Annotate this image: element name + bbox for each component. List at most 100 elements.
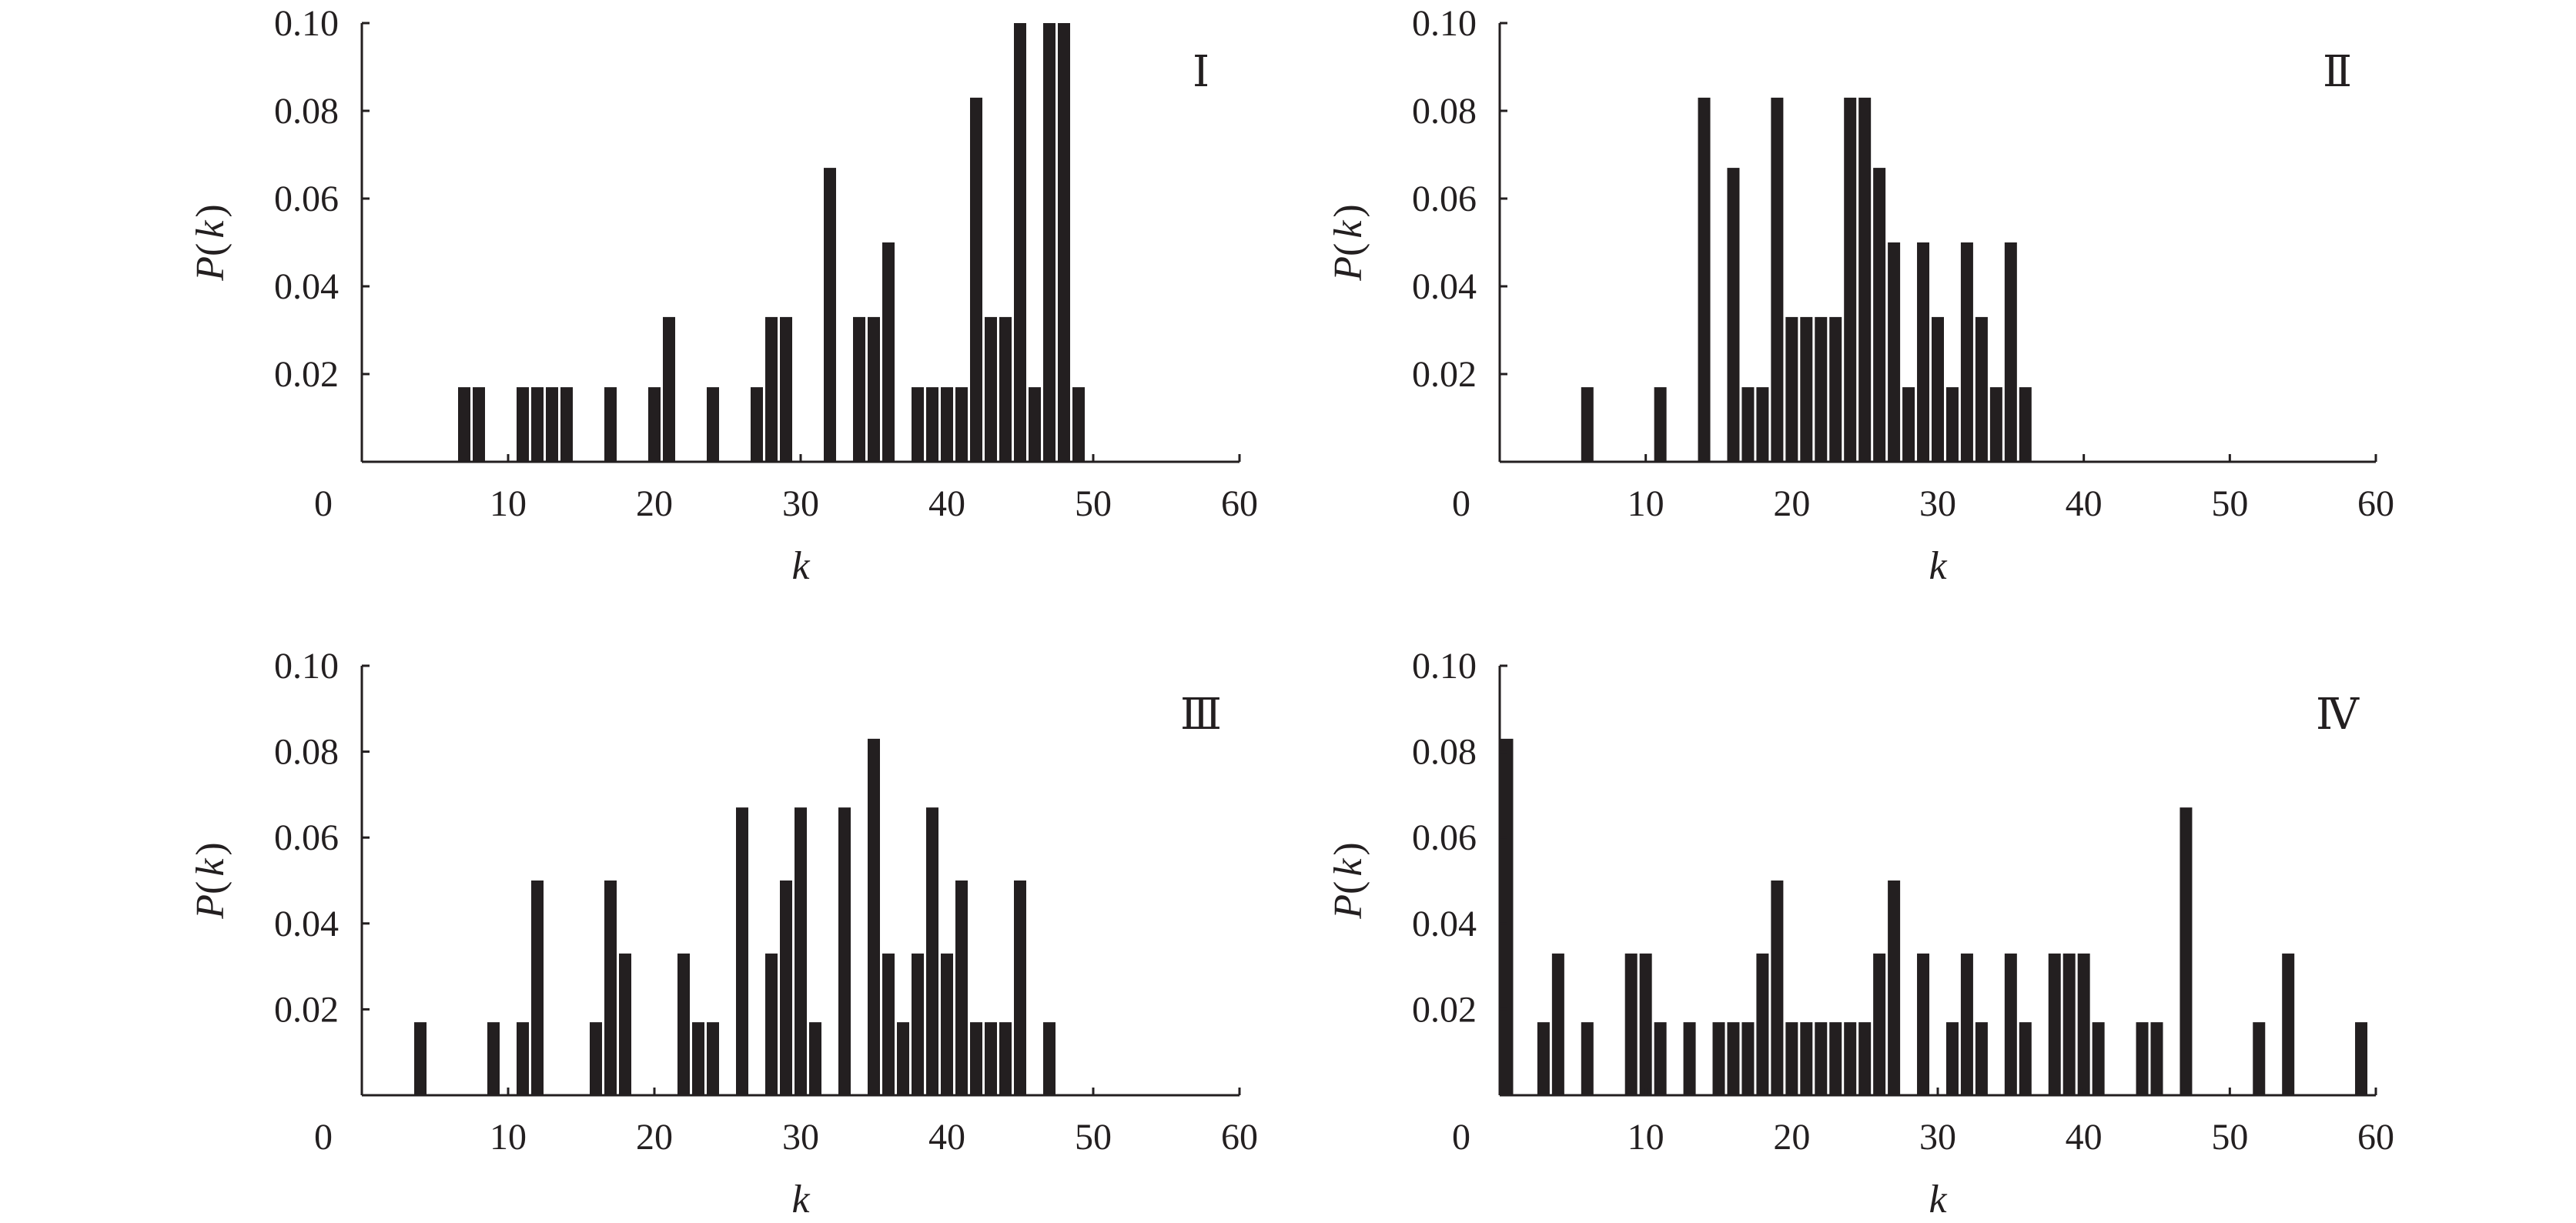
bar [1873,953,1886,1095]
y-tick-label: 0.08 [274,91,339,132]
y-axis-title: P(k) [189,842,233,920]
bar [1029,387,1041,462]
bar [955,880,968,1095]
bar [824,168,836,462]
x-tick-label: 0 [314,483,333,524]
y-tick-label: 0.06 [274,179,339,219]
x-tick-label: 40 [2066,483,2103,524]
y-tick-label: 0.04 [1412,266,1477,307]
bar [2019,1022,2032,1095]
x-tick-label: 20 [1773,1117,1810,1158]
x-tick-label: 10 [490,1117,527,1158]
y-axis-title-part: ( [189,881,233,894]
bar [985,316,997,462]
y-axis-title-part: P [1326,894,1370,920]
bar [1551,953,1564,1095]
bar [517,1022,529,1095]
bar [1756,953,1769,1095]
y-axis-title: P( k) [1326,842,1370,920]
bar [604,880,617,1095]
bar [2048,953,2061,1095]
y-axis-title-part: ( [1326,881,1370,894]
x-tick-label: 0 [314,1117,333,1158]
y-axis-title-part: ) [1326,842,1370,855]
bar [1537,1022,1550,1095]
bar [1654,1022,1667,1095]
bar [1945,1022,1959,1095]
bar [2136,1022,2149,1095]
x-tick-label: 60 [2357,483,2394,524]
panel-label: Ⅳ [2316,691,2360,739]
x-tick-label: 60 [2357,1117,2394,1158]
bar [1043,23,1055,462]
y-axis-title-part: ( [189,243,233,256]
y-tick-label: 0.02 [1412,989,1477,1030]
bar [2019,387,2032,462]
y-tick-label: 0.10 [1412,646,1477,687]
bar [692,1022,704,1095]
y-axis-title-part: P [1326,256,1370,282]
y-axis-title-part: P [189,256,233,282]
bar [1698,97,1711,463]
bar [1581,387,1594,462]
bar [1624,953,1638,1095]
bar [1683,1022,1696,1095]
bar [912,387,924,462]
bar [531,880,544,1095]
bar [868,316,880,462]
bar [1771,97,1784,463]
bar [1902,387,1915,462]
bar [882,953,895,1095]
bar [531,387,544,462]
x-tick-label: 10 [1628,1117,1664,1158]
bar [414,1022,427,1095]
bar [926,807,938,1095]
bar [648,387,661,462]
y-tick-label: 0.08 [1412,91,1477,132]
bar [912,953,924,1095]
x-tick-label: 50 [2211,483,2248,524]
bar [853,316,865,462]
bar [1727,1022,1740,1095]
bar [1800,1022,1813,1095]
bar [1771,880,1784,1095]
y-axis-title: P(k) [1326,204,1370,282]
bar [780,316,792,462]
bar [619,953,631,1095]
bar [1043,1022,1055,1095]
y-axis-title-part: ( [1326,243,1370,256]
bar [1785,1022,1798,1095]
y-axis-title-part: k [1326,858,1370,877]
x-axis-title: k [791,544,810,588]
y-tick-label: 0.02 [1412,354,1477,395]
y-axis-title: P(k) [189,204,233,282]
bar [955,387,968,462]
bar [751,387,763,462]
bar [1014,23,1026,462]
bar [663,316,675,462]
x-tick-label: 40 [928,1117,965,1158]
bar [1058,23,1070,462]
bar [868,738,880,1095]
y-tick-label: 0.06 [1412,817,1477,858]
bar [2355,1022,2368,1095]
bar [2092,1022,2105,1095]
bar [1844,97,1857,463]
y-tick-label: 0.04 [274,904,339,944]
bar [1014,880,1026,1095]
bar [1888,242,1901,462]
bar [2004,953,2017,1095]
x-tick-label: 40 [928,483,965,524]
bar [1975,316,1988,462]
bar [1654,387,1667,462]
bar [473,387,485,462]
bar [2180,807,2193,1095]
bar [2282,953,2295,1095]
bar [2077,953,2090,1095]
bar [1727,168,1740,462]
